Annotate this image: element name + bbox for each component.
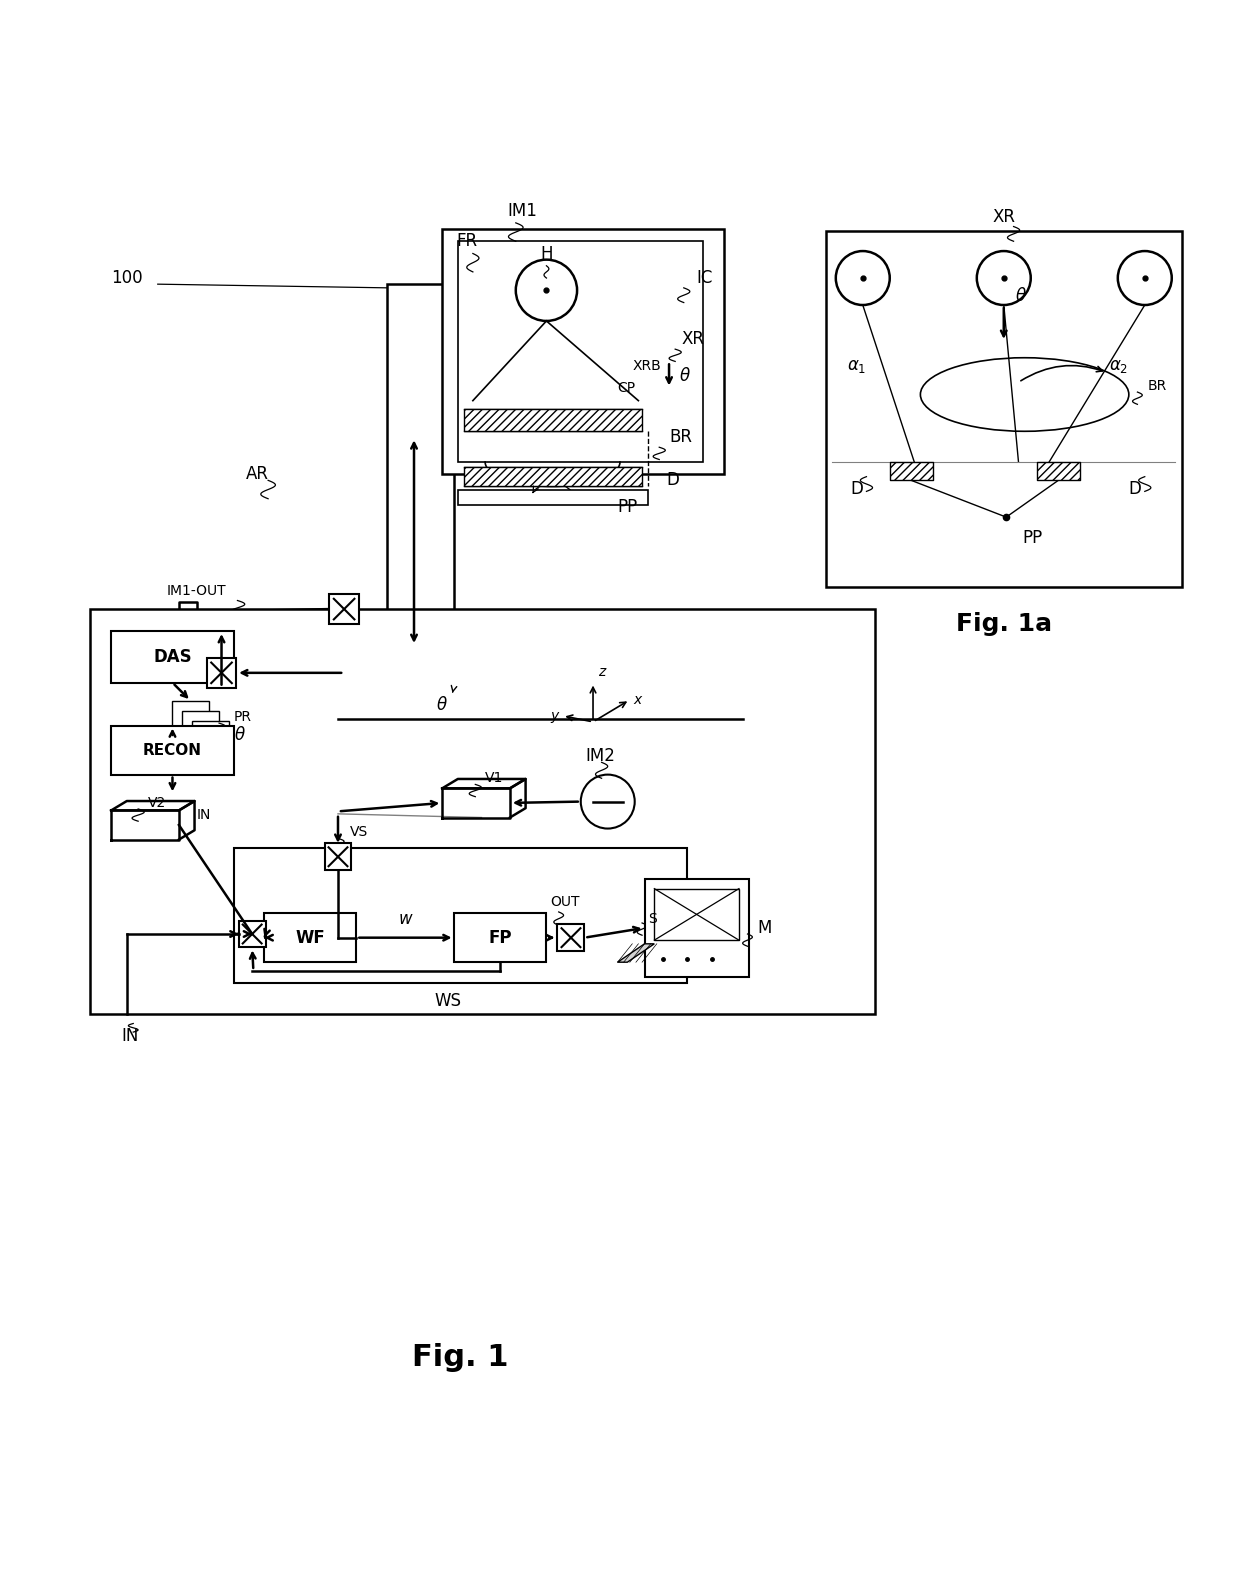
Bar (112, 725, 234, 774)
Text: PP: PP (1022, 530, 1043, 547)
Text: RECON: RECON (143, 742, 202, 758)
Text: y: y (551, 709, 559, 723)
Text: $\theta$: $\theta$ (678, 366, 691, 385)
Text: PR: PR (234, 711, 252, 723)
Text: IM1-OUT: IM1-OUT (166, 584, 226, 598)
Text: H: H (541, 244, 553, 263)
Text: XR: XR (681, 330, 704, 349)
Bar (826, 232, 1182, 587)
Text: M: M (758, 918, 771, 937)
Text: OUT: OUT (551, 896, 579, 909)
Text: FP: FP (489, 929, 512, 947)
Text: z: z (598, 665, 605, 679)
Bar (458, 490, 649, 504)
Text: VS: VS (350, 825, 368, 839)
Text: $\theta$: $\theta$ (1014, 287, 1027, 306)
Bar (645, 879, 749, 977)
Bar (387, 284, 455, 720)
Text: BR: BR (1147, 379, 1167, 393)
Bar (458, 241, 703, 462)
Bar (112, 631, 234, 682)
Bar (91, 609, 875, 1013)
Text: PP: PP (618, 498, 637, 517)
Text: FR: FR (456, 232, 477, 251)
Text: x: x (634, 693, 642, 707)
Bar (455, 914, 547, 963)
Text: S: S (649, 912, 657, 926)
Text: D: D (1128, 481, 1141, 498)
Bar (443, 228, 724, 474)
Text: XR: XR (992, 208, 1016, 225)
Text: XRB: XRB (632, 360, 661, 373)
Text: WF: WF (295, 929, 325, 947)
Text: Fig. 1a: Fig. 1a (956, 612, 1052, 636)
Text: WS: WS (435, 993, 461, 1010)
Bar (234, 849, 687, 983)
Text: CP: CP (618, 381, 636, 395)
Text: V1: V1 (485, 771, 503, 785)
Text: V2: V2 (148, 796, 166, 810)
Text: IC: IC (696, 270, 713, 287)
Text: $\alpha_2$: $\alpha_2$ (1110, 358, 1128, 374)
Text: IM1: IM1 (507, 201, 537, 219)
Text: D: D (851, 481, 863, 498)
Bar (182, 711, 219, 737)
Text: $\theta$: $\theta$ (436, 696, 448, 714)
Text: $\theta$: $\theta$ (234, 726, 246, 744)
Bar (264, 914, 356, 963)
Text: $\alpha_1$: $\alpha_1$ (847, 358, 867, 374)
Text: IM2: IM2 (585, 747, 615, 764)
Text: IN: IN (197, 809, 211, 822)
Bar (172, 701, 210, 728)
Bar (238, 920, 265, 947)
Text: D: D (667, 471, 680, 490)
Bar (325, 844, 351, 871)
Text: BR: BR (670, 428, 692, 446)
Text: AR: AR (246, 465, 269, 484)
Text: $w$: $w$ (398, 910, 413, 928)
Bar (558, 925, 584, 952)
Polygon shape (618, 944, 655, 963)
Text: DAS: DAS (154, 649, 192, 666)
Bar (207, 658, 237, 688)
Text: IN: IN (122, 1026, 139, 1045)
Text: 100: 100 (112, 270, 143, 287)
Text: Fig. 1: Fig. 1 (413, 1342, 508, 1372)
Bar (655, 888, 739, 940)
Bar (330, 595, 358, 623)
Bar (192, 720, 229, 747)
